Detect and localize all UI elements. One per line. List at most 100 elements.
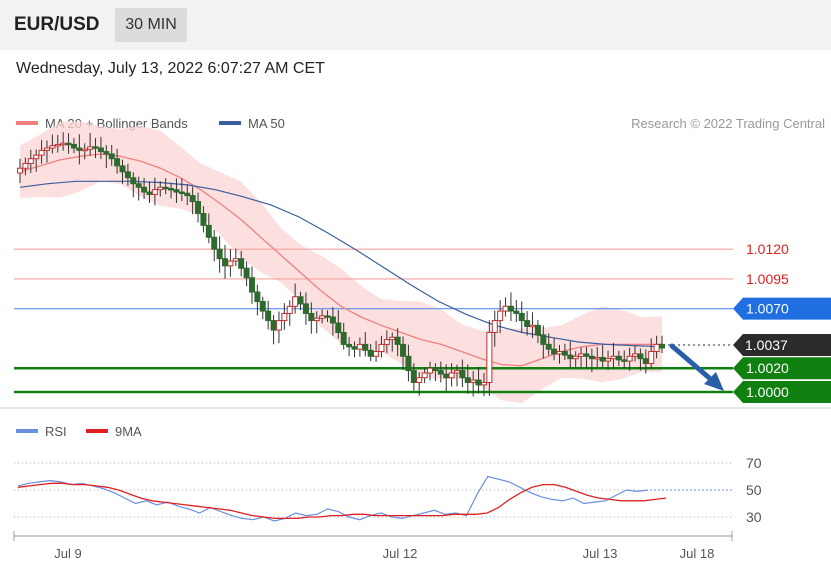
candle-up xyxy=(480,381,487,386)
candle-up xyxy=(416,377,423,383)
candle-down xyxy=(464,377,471,383)
candle-down xyxy=(443,373,450,379)
candle-up xyxy=(319,315,326,319)
candle-down xyxy=(168,187,175,191)
forecast-arrow-icon xyxy=(669,343,724,391)
candle-up xyxy=(389,336,396,341)
candle-down xyxy=(561,351,568,356)
level-label: 1.0070 xyxy=(746,301,789,317)
candle-up xyxy=(43,147,50,151)
candle-up xyxy=(556,351,563,355)
candle-up xyxy=(22,162,29,169)
candle-up xyxy=(27,158,34,164)
candle-up xyxy=(427,367,434,374)
rsi-ma9-line xyxy=(17,482,667,520)
candle-down xyxy=(659,343,665,349)
ma50-legend-label: MA 50 xyxy=(248,116,285,131)
candle-up xyxy=(356,343,363,350)
x-tick-label: Jul 9 xyxy=(54,546,81,561)
candle-down xyxy=(513,310,520,314)
level-tag-shape xyxy=(733,381,831,403)
candle-up xyxy=(38,149,45,156)
rsi-legend-swatch xyxy=(16,429,38,433)
candle-down xyxy=(545,343,552,350)
candle-down xyxy=(540,334,547,345)
ma50-legend-swatch xyxy=(219,121,241,125)
candle-down xyxy=(119,165,126,173)
header-bar: EUR/USD 30 MIN xyxy=(0,0,831,50)
candle-down xyxy=(400,343,407,357)
candle-down xyxy=(162,186,169,190)
candle-down xyxy=(97,147,104,153)
candle-up xyxy=(491,320,498,333)
candle-up xyxy=(232,258,239,262)
level-label: 1.0120 xyxy=(746,241,789,257)
candle-down xyxy=(135,183,142,188)
candle-down xyxy=(459,370,466,379)
candle-down xyxy=(567,354,574,360)
candle-down xyxy=(367,349,374,357)
level-tag-shape xyxy=(733,357,831,380)
candle-down xyxy=(184,192,191,197)
candle-down xyxy=(351,346,358,350)
candle-down xyxy=(615,355,622,361)
level-label: 1.0020 xyxy=(746,360,789,376)
candlesticks xyxy=(17,132,665,397)
candle-down xyxy=(405,355,412,372)
candle-down xyxy=(92,146,99,149)
level-label: 1.0095 xyxy=(746,271,789,287)
candle-down xyxy=(642,358,649,364)
candle-up xyxy=(17,167,23,174)
candle-up xyxy=(594,356,601,360)
forecast-arrow-shaft xyxy=(669,343,717,385)
instrument-symbol: EUR/USD xyxy=(14,14,100,35)
candle-down xyxy=(346,343,353,348)
candle-up xyxy=(275,320,282,331)
ma20-legend-swatch xyxy=(16,121,38,125)
candle-down xyxy=(108,153,115,160)
x-tick-label: Jul 18 xyxy=(680,546,715,561)
candle-down xyxy=(211,236,218,250)
candle-down xyxy=(103,151,110,155)
candle-up xyxy=(281,312,288,322)
candle-down xyxy=(65,142,72,146)
x-tick-label: Jul 13 xyxy=(583,546,618,561)
candle-up xyxy=(502,305,509,312)
candle-up xyxy=(33,154,40,160)
ma9-legend-swatch xyxy=(86,429,108,433)
candle-down xyxy=(308,312,315,322)
candle-up xyxy=(605,358,612,362)
candle-down xyxy=(324,315,331,318)
candle-down xyxy=(130,177,137,185)
candle-up xyxy=(421,372,428,379)
candle-down xyxy=(534,324,541,336)
candle-up xyxy=(378,343,385,353)
candle-up xyxy=(572,355,579,360)
timeframe-button[interactable]: 30 MIN xyxy=(115,8,187,42)
candle-down xyxy=(524,320,531,328)
candle-down xyxy=(222,258,229,267)
candle-up xyxy=(648,351,655,364)
rsi-line xyxy=(17,475,649,522)
candle-up xyxy=(286,305,293,314)
candle-down xyxy=(551,348,558,355)
candle-up xyxy=(497,310,504,322)
rsi-legend: RSI 9MA xyxy=(16,424,142,439)
candle-up xyxy=(383,339,390,345)
candle-up xyxy=(453,370,460,374)
candle-down xyxy=(70,143,77,149)
candle-down xyxy=(141,186,148,193)
candle-down xyxy=(621,359,628,362)
candle-down xyxy=(637,353,644,360)
candle-down xyxy=(243,267,250,279)
candle-up xyxy=(151,189,158,195)
ma9-legend-label: 9MA xyxy=(115,424,142,439)
ma50-line xyxy=(19,180,663,348)
candle-down xyxy=(216,248,223,260)
candle-up xyxy=(81,148,88,152)
candle-up xyxy=(54,143,61,147)
candle-up xyxy=(626,355,633,362)
candle-down xyxy=(394,336,401,345)
level-label: 1.0000 xyxy=(746,384,789,400)
